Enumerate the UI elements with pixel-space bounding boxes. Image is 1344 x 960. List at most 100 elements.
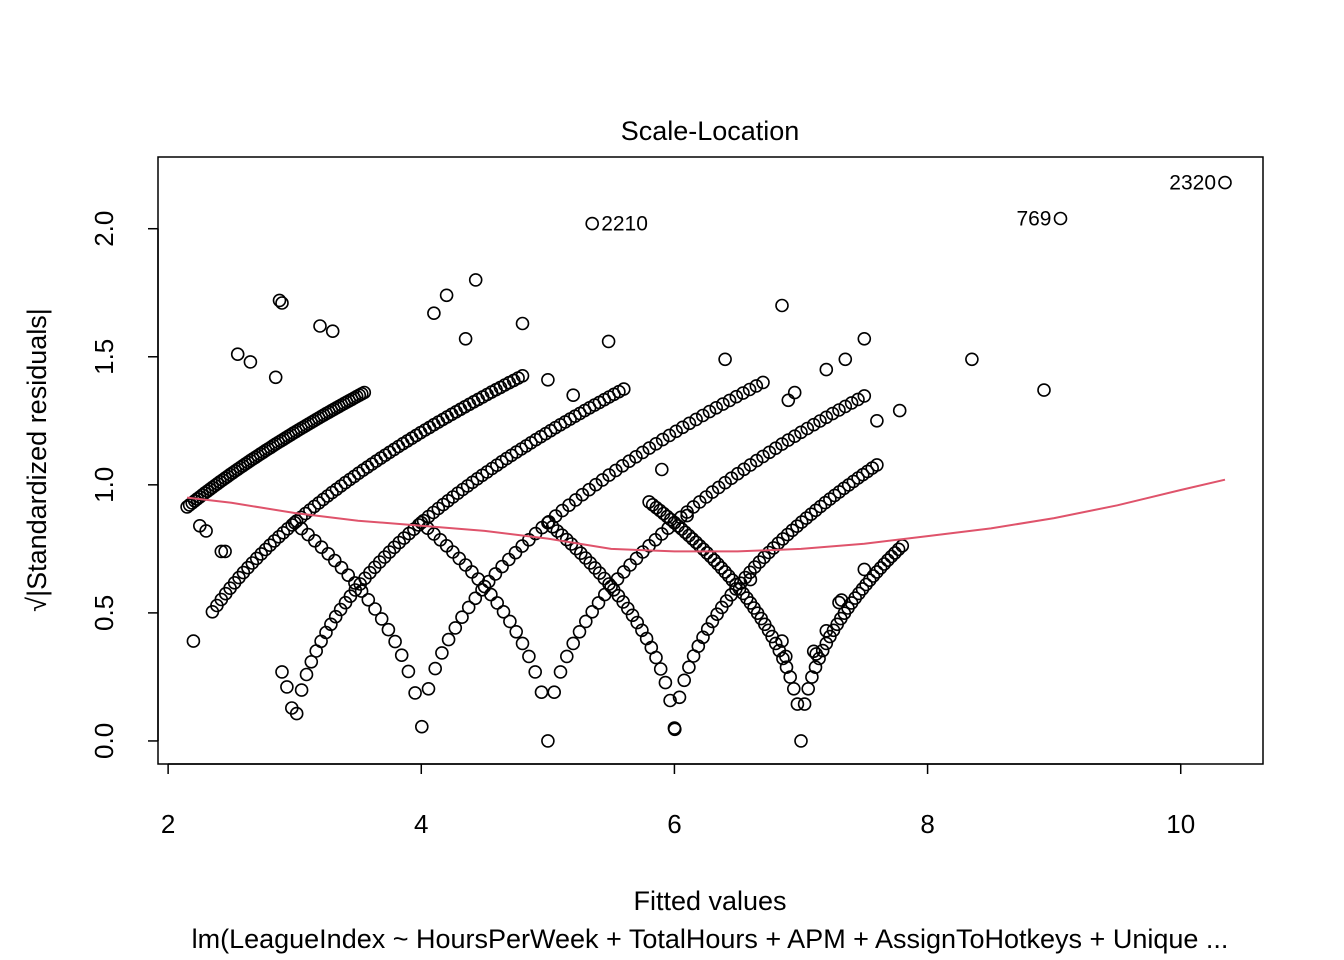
- data-point: [778, 649, 793, 664]
- data-point: [591, 596, 606, 610]
- data-point: [859, 577, 873, 592]
- data-point: [813, 499, 828, 514]
- data-point: [372, 555, 387, 569]
- data-point: [294, 683, 309, 697]
- outlier-label: 769: [1016, 208, 1051, 231]
- data-point: [186, 634, 201, 648]
- data-point: [455, 610, 469, 625]
- x-tick-label: 10: [1166, 809, 1195, 839]
- outlier-point: [1053, 211, 1068, 226]
- data-point: [289, 706, 304, 721]
- data-point: [685, 532, 700, 546]
- data-point: [776, 651, 790, 666]
- data-point: [401, 664, 416, 679]
- data-point: [468, 273, 483, 287]
- points-layer: [180, 175, 1232, 748]
- data-point: [303, 503, 317, 517]
- data-point: [794, 515, 809, 529]
- data-point: [623, 558, 637, 572]
- data-point: [662, 428, 677, 443]
- data-point: [718, 352, 732, 367]
- data-point: [655, 432, 670, 447]
- data-point: [328, 609, 343, 624]
- data-point: [873, 561, 888, 575]
- data-point: [752, 555, 767, 569]
- data-point: [692, 538, 707, 553]
- data-point: [866, 569, 881, 583]
- data-point: [870, 413, 884, 428]
- data-point: [354, 584, 369, 598]
- data-point: [435, 412, 450, 427]
- data-point: [243, 355, 258, 369]
- y-axis: 0.0 0.5 1.0 1.5 2.0: [89, 211, 159, 759]
- data-point: [361, 592, 376, 607]
- data-point: [348, 576, 362, 590]
- data-point: [458, 331, 473, 346]
- data-point: [458, 558, 473, 572]
- data-point: [490, 596, 505, 610]
- x-tick-label: 8: [920, 809, 934, 839]
- data-point: [696, 542, 711, 557]
- data-point: [630, 615, 645, 630]
- data-point: [578, 614, 593, 629]
- x-tick-label: 4: [414, 809, 428, 839]
- data-point: [515, 368, 530, 383]
- data-point: [880, 553, 895, 568]
- data-point: [616, 382, 631, 396]
- data-point: [522, 649, 536, 664]
- data-point: [541, 372, 555, 387]
- data-point: [324, 617, 338, 632]
- x-tick-label: 6: [667, 809, 681, 839]
- data-point: [394, 648, 409, 663]
- data-point: [787, 385, 802, 400]
- data-point: [299, 667, 314, 682]
- data-point: [461, 600, 476, 615]
- data-point: [888, 546, 902, 560]
- data-point: [891, 542, 906, 557]
- data-point: [710, 557, 725, 571]
- model-formula: lm(LeagueIndex ~ HoursPerWeek + TotalHou…: [192, 924, 1229, 954]
- data-point: [559, 532, 574, 547]
- data-point: [275, 665, 289, 679]
- data-point: [716, 397, 730, 411]
- data-point: [870, 565, 884, 579]
- data-point: [649, 436, 663, 451]
- data-point: [585, 604, 600, 619]
- data-point: [669, 424, 683, 439]
- data-point: [819, 636, 834, 651]
- data-point: [797, 697, 812, 711]
- data-point: [392, 535, 407, 550]
- data-point: [547, 685, 562, 700]
- data-point: [541, 515, 555, 530]
- data-point: [501, 552, 516, 567]
- y-tick-label: 0.5: [89, 595, 119, 631]
- data-point: [258, 542, 273, 557]
- data-point: [895, 538, 910, 553]
- data-point: [397, 531, 411, 545]
- data-point: [785, 523, 800, 538]
- data-point: [729, 389, 744, 404]
- data-point: [327, 553, 342, 568]
- data-point: [515, 316, 530, 331]
- data-point: [272, 529, 286, 544]
- data-point: [435, 646, 449, 660]
- data-point: [588, 477, 603, 492]
- data-point: [781, 393, 796, 408]
- data-point: [334, 560, 349, 575]
- data-point: [622, 454, 637, 469]
- data-point: [268, 370, 283, 385]
- data-point: [263, 538, 277, 553]
- y-axis-label: √|Standardized residuals|: [22, 308, 52, 612]
- y-tick-label: 2.0: [89, 211, 119, 247]
- data-point: [756, 375, 770, 390]
- data-point: [761, 545, 776, 560]
- data-point: [608, 463, 623, 478]
- data-point: [307, 499, 322, 514]
- data-point: [440, 410, 455, 424]
- data-point: [965, 352, 979, 367]
- data-point: [709, 400, 724, 415]
- data-point: [747, 560, 762, 574]
- data-point: [768, 636, 783, 651]
- data-point: [428, 661, 443, 676]
